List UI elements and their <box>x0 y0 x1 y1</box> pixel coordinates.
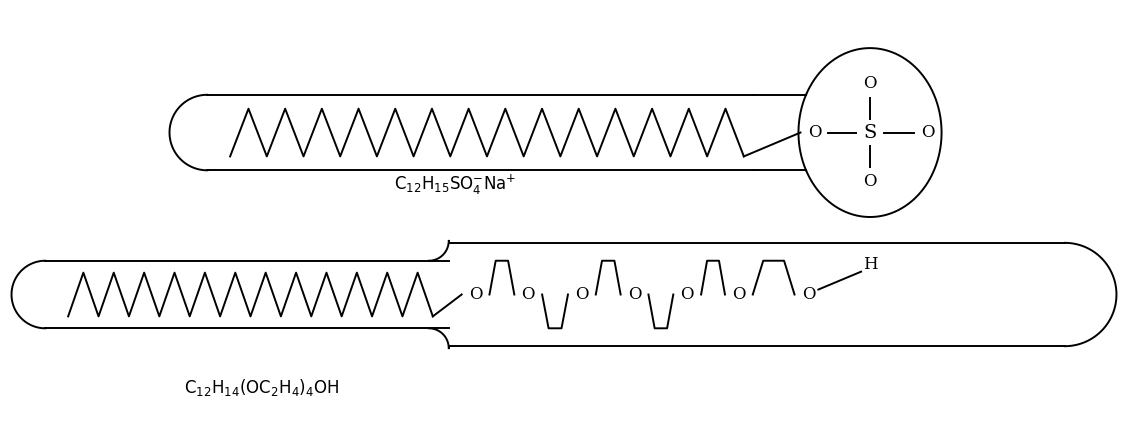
Text: O: O <box>863 173 876 190</box>
Text: $\mathrm{C_{12}H_{15}SO_4^{-}Na^{+}}$: $\mathrm{C_{12}H_{15}SO_4^{-}Na^{+}}$ <box>395 173 516 198</box>
Text: S: S <box>863 124 876 142</box>
Text: O: O <box>628 286 641 303</box>
Text: O: O <box>469 286 483 303</box>
Text: H: H <box>863 256 878 273</box>
Text: O: O <box>732 286 746 303</box>
Text: O: O <box>808 124 821 141</box>
Text: O: O <box>522 286 536 303</box>
Text: O: O <box>575 286 588 303</box>
Text: O: O <box>921 124 935 141</box>
Text: O: O <box>681 286 694 303</box>
Text: $\mathrm{C_{12}H_{14}(OC_{2}H_{4})_4OH}$: $\mathrm{C_{12}H_{14}(OC_{2}H_{4})_4OH}$ <box>184 378 340 399</box>
Text: O: O <box>802 286 816 303</box>
Text: O: O <box>863 75 876 92</box>
